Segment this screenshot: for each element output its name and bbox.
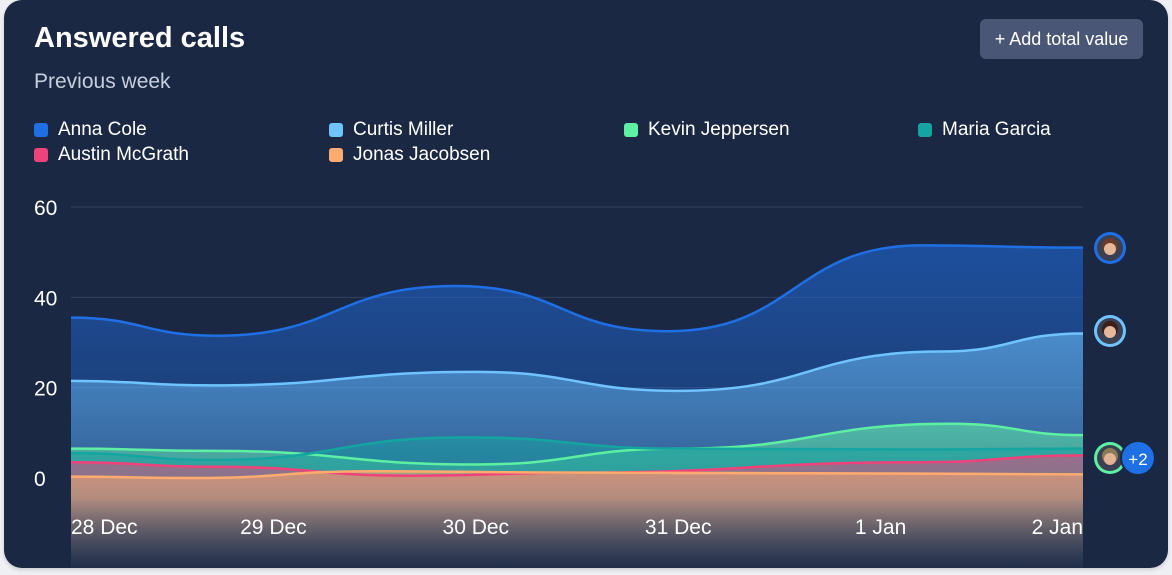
legend-item-anna-cole[interactable]: Anna Cole <box>34 119 147 141</box>
x-tick-label: 28 Dec <box>71 516 138 539</box>
legend-swatch <box>329 148 343 162</box>
legend-label: Kevin Jeppersen <box>648 119 790 140</box>
legend-item-jonas-jacobsen[interactable]: Jonas Jacobsen <box>329 144 490 166</box>
legend-item-curtis-miller[interactable]: Curtis Miller <box>329 119 453 141</box>
legend-label: Anna Cole <box>58 119 147 140</box>
legend-label: Curtis Miller <box>353 119 454 140</box>
more-avatars-count: +2 <box>1128 450 1147 469</box>
avatar-kevin-jeppersen-face <box>1104 453 1116 465</box>
legend-label: Austin McGrath <box>58 144 189 165</box>
x-tick-label: 31 Dec <box>645 516 712 539</box>
legend-swatch <box>624 123 638 137</box>
card-subtitle: Previous week <box>34 70 171 93</box>
more-avatars-badge <box>1120 440 1156 476</box>
legend-item-austin-mcgrath[interactable]: Austin McGrath <box>34 144 189 166</box>
series-line-jonas-jacobsen <box>70 469 1084 480</box>
legend-item-maria-garcia[interactable]: Maria Garcia <box>918 119 1051 141</box>
legend-swatch <box>34 148 48 162</box>
y-tick-label: 40 <box>34 287 57 310</box>
y-tick-label: 20 <box>34 378 57 401</box>
add-total-value-button[interactable]: + Add total value <box>980 19 1143 59</box>
avatar-curtis-miller-face <box>1104 326 1116 338</box>
legend-swatch <box>329 123 343 137</box>
legend-label: Jonas Jacobsen <box>353 144 491 165</box>
answered-calls-chart: 60 40 20 0 28 Dec 29 Dec 30 Dec 31 Dec 1 Jan 2 Ja… <box>34 197 1156 568</box>
card-title: Answered calls <box>34 22 246 54</box>
legend-swatch <box>918 123 932 137</box>
x-tick-label: 30 Dec <box>443 516 510 539</box>
y-tick-label: 0 <box>34 468 46 491</box>
x-tick-label: 29 Dec <box>240 516 307 539</box>
legend-swatch <box>34 123 48 137</box>
avatar-anna-cole-face <box>1104 243 1116 255</box>
x-tick-label: 2 Jan <box>1032 516 1083 539</box>
legend-item-kevin-jeppersen[interactable]: Kevin Jeppersen <box>624 119 790 141</box>
series-line-kevin-jeppersen <box>70 422 1084 466</box>
x-tick-label: 1 Jan <box>855 516 906 539</box>
bottom-fade <box>71 498 1083 568</box>
answered-calls-card: Answered calls Previous week + Add total… <box>4 0 1168 568</box>
series-line-maria-garcia <box>70 436 1084 462</box>
y-tick-label: 60 <box>34 197 57 220</box>
legend-label: Maria Garcia <box>942 119 1051 140</box>
series-line-anna-cole <box>70 244 1084 337</box>
series-line-curtis-miller <box>70 332 1084 393</box>
